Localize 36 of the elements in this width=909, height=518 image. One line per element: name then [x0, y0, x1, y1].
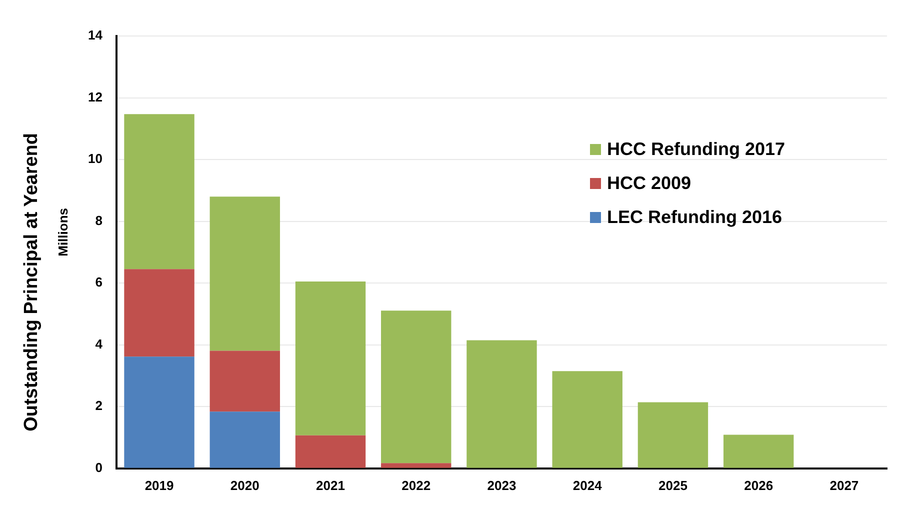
- bar: [723, 434, 794, 468]
- x-tick-label: 2023: [487, 478, 516, 493]
- y-tick-label: 6: [95, 274, 102, 290]
- legend-label: HCC 2009: [607, 172, 692, 194]
- x-tick-label: 2026: [744, 478, 774, 493]
- bar: [124, 269, 194, 357]
- y-tick-label: 10: [88, 151, 102, 166]
- y-tick-label: 2: [95, 398, 102, 414]
- bar: [124, 356, 194, 468]
- x-tick-label: 2024: [572, 478, 603, 493]
- x-tick-label: 2027: [830, 478, 859, 493]
- bar: [638, 402, 708, 468]
- bar: [295, 282, 366, 436]
- y-tick-label: 12: [88, 89, 102, 104]
- bar: [552, 371, 622, 468]
- legend-label: HCC Refunding 2017: [607, 138, 786, 160]
- x-tick-label: 2020: [230, 478, 260, 493]
- bar: [124, 114, 194, 270]
- bar: [381, 310, 452, 464]
- y-tick-label: 4: [95, 336, 104, 352]
- y-tick-label: 8: [95, 212, 102, 228]
- bar: [466, 340, 537, 468]
- bar: [210, 412, 280, 468]
- y-axis-title: Outstanding Principal at Yearend: [21, 132, 42, 432]
- bar: [381, 463, 452, 468]
- y-tick-label: 0: [95, 460, 102, 475]
- x-tick-label: 2022: [402, 478, 431, 493]
- x-tick-label: 2025: [658, 478, 688, 493]
- x-tick-label: 2019: [144, 478, 174, 493]
- x-tick-label: 2021: [316, 478, 345, 493]
- legend-label: LEC Refunding 2016: [607, 206, 782, 228]
- text: Millions: [56, 208, 71, 256]
- bar: [210, 350, 280, 412]
- y-tick-label: 14: [88, 28, 104, 43]
- bar: [295, 435, 366, 468]
- bar: [210, 196, 280, 351]
